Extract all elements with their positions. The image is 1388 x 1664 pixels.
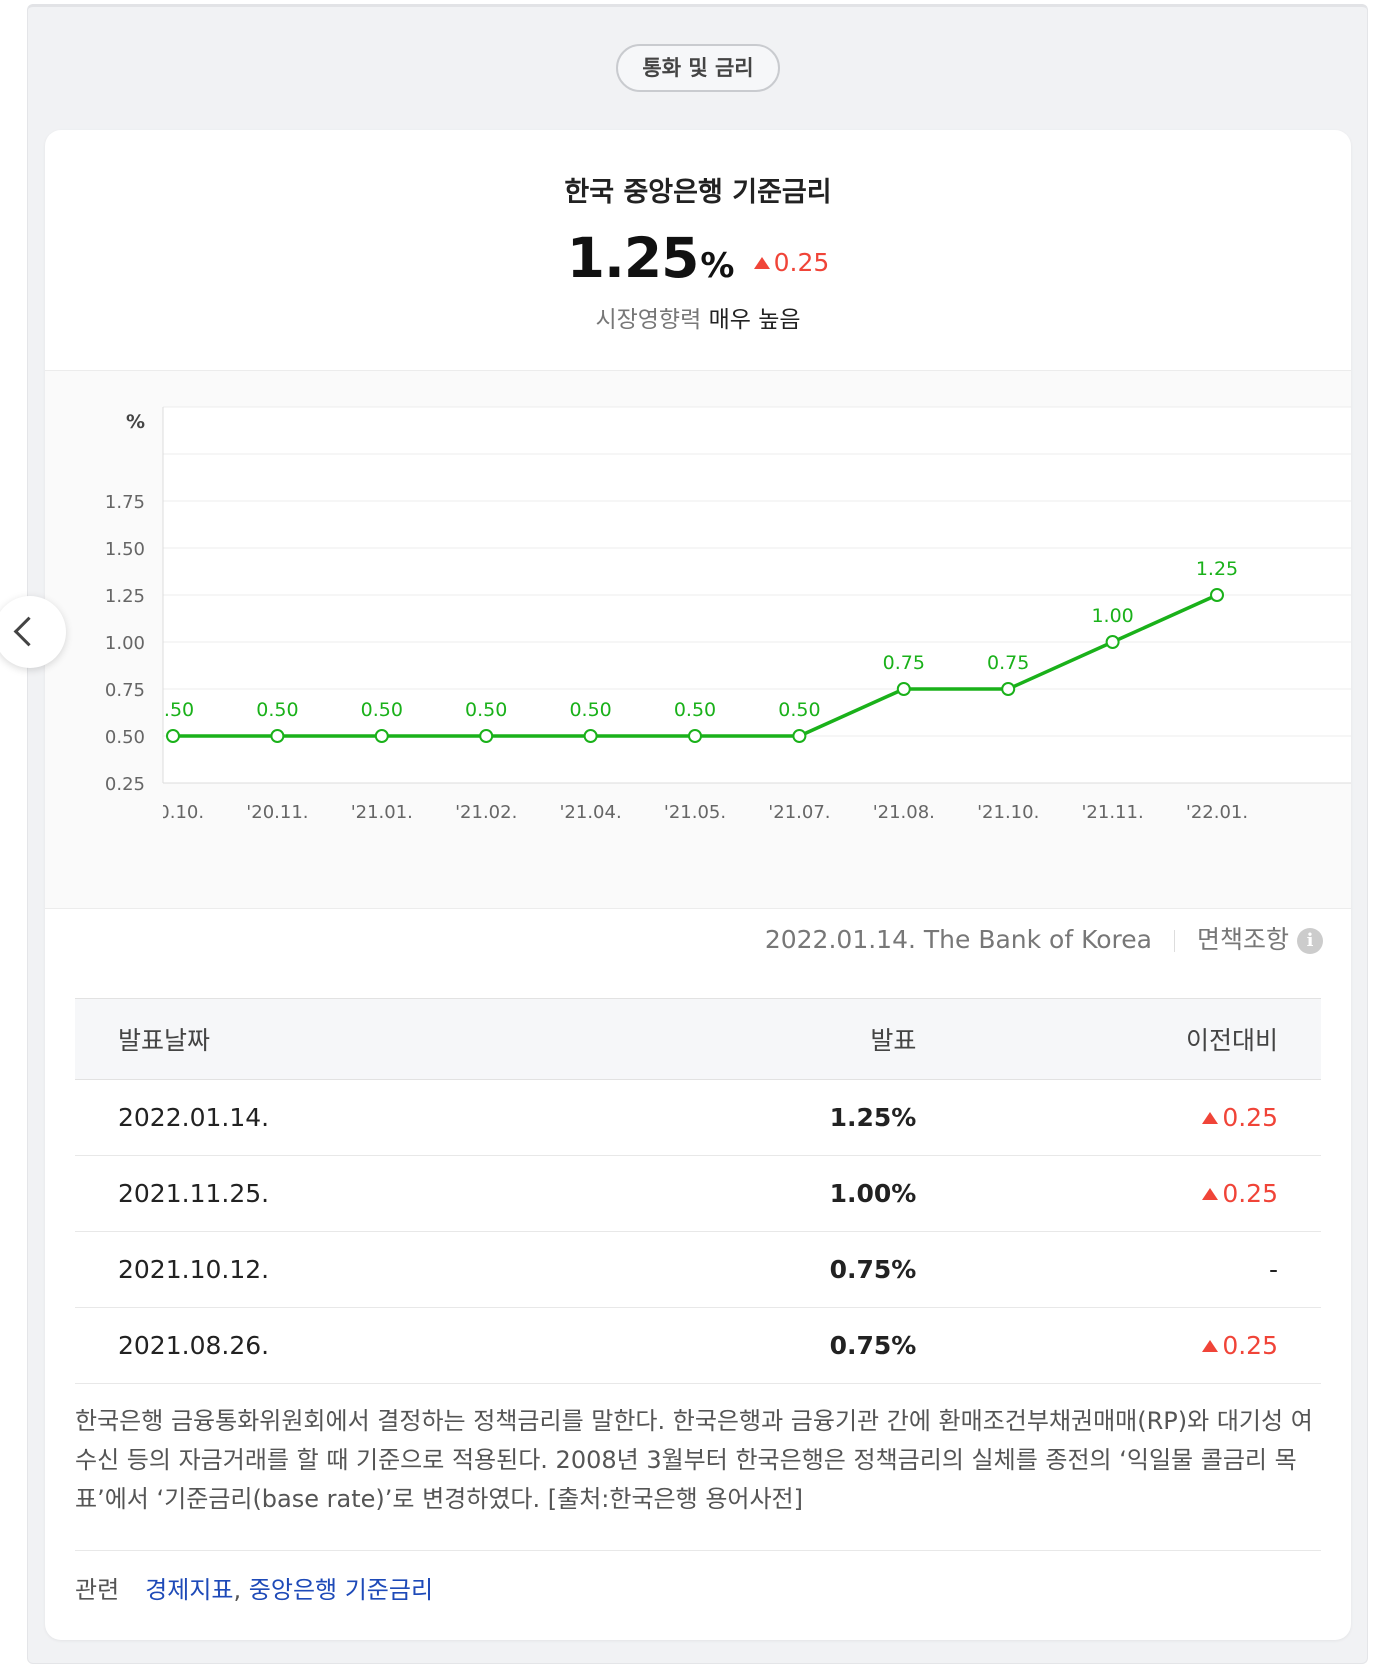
announcement-table: 발표날짜 발표 이전대비 2022.01.14. 1.25% 0.25 2021.11…	[75, 998, 1321, 1384]
triangle-up-icon	[1202, 1112, 1219, 1124]
data-label: 0.75	[987, 652, 1029, 674]
row-change: 0.25	[916, 1155, 1321, 1232]
row-change-value: 0.25	[1222, 1179, 1278, 1208]
y-tick-label: 0.50	[105, 727, 145, 748]
data-label: 1.00	[1091, 605, 1133, 627]
source-divider	[1173, 930, 1175, 952]
header-date: 발표날짜	[75, 998, 656, 1080]
y-tick-label: 1.25	[105, 586, 145, 607]
chevron-left-icon	[13, 616, 44, 647]
row-date: 2021.08.26.	[75, 1307, 656, 1384]
row-date: 2021.11.25.	[75, 1155, 656, 1232]
x-tick-label: '21.07.	[768, 802, 830, 823]
y-tick-label: 1.50	[105, 539, 145, 560]
table-row: 2021.10.12. 0.75% -	[75, 1231, 1321, 1308]
triangle-up-icon	[1202, 1188, 1219, 1200]
y-tick-label: 0.25	[105, 774, 145, 795]
row-value: 1.25%	[655, 1079, 917, 1156]
data-point	[1105, 635, 1120, 649]
related-comma: ,	[233, 1576, 242, 1604]
data-point	[792, 729, 807, 743]
data-point	[896, 682, 911, 696]
x-tick-label: '21.01.	[351, 802, 413, 823]
x-tick-label: '21.11.	[1081, 802, 1143, 823]
related-label: 관련	[75, 1576, 120, 1604]
data-point	[374, 729, 389, 743]
row-change: 0.25	[916, 1079, 1321, 1156]
table-row: 2022.01.14. 1.25% 0.25	[75, 1079, 1321, 1156]
data-point	[270, 729, 285, 743]
triangle-up-icon	[1202, 1340, 1219, 1352]
data-label: 0.50	[674, 699, 716, 721]
y-tick-label: 1.00	[105, 633, 145, 654]
x-tick-label: '21.10.	[977, 802, 1039, 823]
rate-line-chart: % 0.25 0.50 0.75 1.00 1.25 1.50 1.75 '20.10. '20.…	[105, 406, 1351, 823]
x-tick-label: '22.01.	[1186, 802, 1248, 823]
header-change: 이전대비	[916, 998, 1321, 1080]
current-value-unit: %	[700, 246, 735, 286]
influence-value: 매우 높음	[708, 307, 801, 333]
current-value: 1.25	[566, 226, 700, 290]
data-point	[1210, 588, 1224, 602]
table-row: 2021.08.26. 0.75% 0.25	[75, 1307, 1321, 1384]
description-text: 한국은행 금융통화위원회에서 결정하는 정책금리를 말한다. 한국은행과 금융기…	[75, 1407, 1313, 1513]
data-label: 0.50	[569, 699, 611, 721]
row-change-value: 0.25	[1222, 1103, 1278, 1132]
related-link-economic-indicators[interactable]: 경제지표	[145, 1576, 234, 1604]
triangle-up-icon	[753, 257, 770, 269]
x-tick-label: '21.04.	[559, 802, 621, 823]
row-value: 0.75%	[655, 1231, 917, 1308]
current-value-row: 1.25% 0.25	[45, 226, 1351, 290]
source-line: 2022.01.14. The Bank of Korea 면책조항 i	[765, 920, 1323, 956]
category-chip[interactable]: 통화 및 금리	[616, 44, 780, 92]
table-row: 2021.11.25. 1.00% 0.25	[75, 1155, 1321, 1232]
influence-label: 시장영향력	[595, 307, 702, 333]
market-influence: 시장영향력 매우 높음	[45, 300, 1351, 334]
divider	[75, 1550, 1321, 1551]
related-links: 관련 경제지표, 중앙은행 기준금리	[75, 1570, 433, 1605]
chart-area: % 0.25 0.50 0.75 1.00 1.25 1.50 1.75 '20.10. '20.…	[45, 370, 1351, 909]
previous-button[interactable]	[0, 596, 66, 668]
data-label: 0.50	[361, 699, 403, 721]
data-point	[479, 729, 494, 743]
row-value: 0.75%	[655, 1307, 917, 1384]
row-date: 2022.01.14.	[75, 1079, 656, 1156]
row-change-value: 0.25	[1222, 1331, 1278, 1360]
data-label: 0.50	[778, 699, 820, 721]
header-value: 발표	[655, 998, 917, 1080]
x-tick-label: '20.11.	[246, 802, 308, 823]
x-tick-label: '21.05.	[664, 802, 726, 823]
table-body: 2022.01.14. 1.25% 0.25 2021.11.25. 1.00% 0.25…	[75, 1079, 1321, 1384]
data-point	[583, 729, 598, 743]
row-change-value: -	[1268, 1255, 1278, 1284]
row-date: 2021.10.12.	[75, 1231, 656, 1308]
x-tick-label: '21.02.	[455, 802, 517, 823]
row-change: 0.25	[916, 1307, 1321, 1384]
x-tick-label: '20.10.	[142, 802, 204, 823]
data-label: 0.50	[256, 699, 298, 721]
info-icon[interactable]: i	[1297, 928, 1323, 954]
data-label: 0.75	[883, 652, 925, 674]
y-tick-label: 1.75	[105, 492, 145, 513]
data-label: 0.50	[465, 699, 507, 721]
change-badge: 0.25	[753, 248, 830, 277]
change-value: 0.25	[773, 248, 830, 277]
data-label: 0.50	[152, 699, 194, 721]
data-label: 1.25	[1196, 558, 1238, 580]
data-point	[166, 729, 180, 743]
table-header-row: 발표날짜 발표 이전대비	[75, 998, 1321, 1080]
row-value: 1.00%	[655, 1155, 917, 1232]
disclaimer-link[interactable]: 면책조항	[1196, 925, 1289, 954]
x-tick-label: '21.08.	[873, 802, 935, 823]
data-point	[688, 729, 702, 743]
indicator-title: 한국 중앙은행 기준금리	[564, 177, 832, 208]
source-date-org: 2022.01.14. The Bank of Korea	[764, 925, 1152, 954]
rate-card: 한국 중앙은행 기준금리 1.25% 0.25 시장영향력 매우 높음 % 0.2…	[45, 130, 1351, 1640]
y-tick-label: 0.75	[105, 680, 145, 701]
y-axis-unit-label: %	[126, 411, 145, 433]
row-change: -	[916, 1231, 1321, 1308]
data-point	[1001, 682, 1016, 696]
related-link-central-bank-rate[interactable]: 중앙은행 기준금리	[248, 1576, 434, 1604]
